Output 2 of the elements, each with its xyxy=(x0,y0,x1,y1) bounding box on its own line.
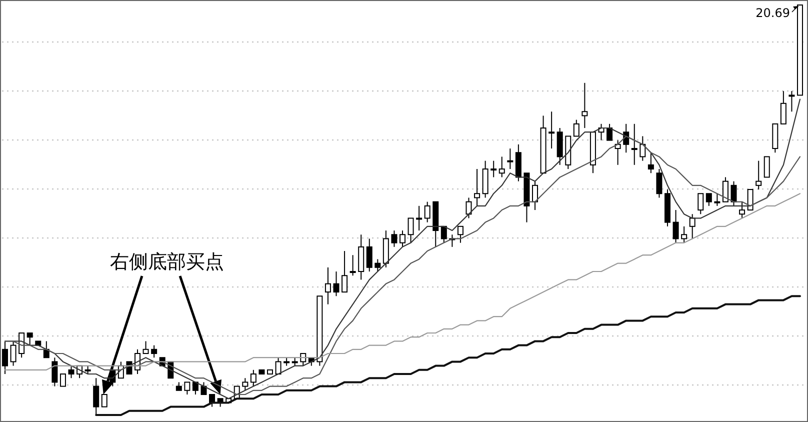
annotation: 20.69 xyxy=(756,6,790,20)
annotation: 右侧底部买点 xyxy=(110,251,224,273)
